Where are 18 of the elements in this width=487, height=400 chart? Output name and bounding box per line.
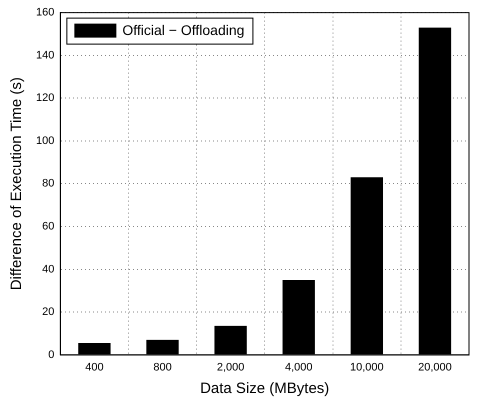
y-tick-label: 0 (48, 348, 54, 361)
y-tick-label: 40 (42, 263, 54, 276)
y-tick-label: 60 (42, 220, 54, 233)
y-tick-label: 160 (36, 6, 54, 19)
y-axis-title: Difference of Execution Time (s) (8, 77, 26, 290)
y-tick-label: 100 (36, 134, 54, 147)
x-axis-title: Data Size (MBytes) (200, 380, 330, 398)
x-tick-label: 10,000 (350, 361, 384, 374)
x-tick-label: 4,000 (284, 361, 312, 374)
y-tick-label: 80 (42, 178, 54, 190)
x-tick-label: 20,000 (418, 361, 452, 374)
y-tick-label: 140 (36, 49, 54, 62)
x-tick-label: 400 (85, 361, 104, 374)
y-tick-label: 20 (42, 306, 54, 318)
x-tick-label: 2,000 (216, 361, 244, 374)
x-tick-label: 800 (153, 361, 172, 374)
y-tick-label: 120 (36, 92, 54, 104)
legend-label: Official − Offloading (122, 22, 244, 38)
